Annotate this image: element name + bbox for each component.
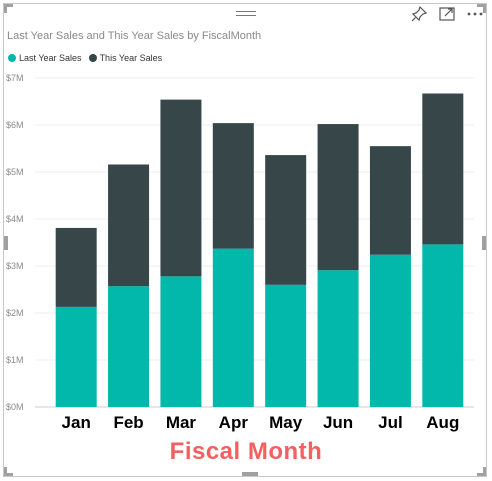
bar-last-year-apr[interactable] — [212, 248, 254, 407]
y-tick-label: $4M — [6, 214, 24, 224]
y-tick-label: $1M — [6, 355, 24, 365]
legend-swatch-this-year — [88, 54, 97, 62]
resize-handle-left[interactable] — [4, 236, 8, 250]
focus-mode-icon[interactable] — [438, 5, 456, 23]
bar-last-year-jun[interactable] — [317, 270, 359, 407]
more-options-icon[interactable] — [466, 5, 484, 23]
x-axis-title: Fiscal Month — [169, 438, 323, 465]
bar-last-year-may[interactable] — [265, 284, 307, 407]
x-tick-label: Mar — [166, 413, 197, 432]
x-tick-label: Aug — [426, 413, 459, 432]
drag-grip-icon[interactable] — [236, 11, 256, 19]
bar-last-year-jul[interactable] — [369, 254, 411, 407]
y-tick-label: $2M — [6, 308, 24, 318]
legend-item-this-year[interactable]: This Year Sales — [88, 53, 163, 63]
bar-this-year-jun[interactable] — [317, 124, 359, 271]
resize-handle-top-right[interactable] — [477, 4, 486, 7]
x-tick-label: Feb — [113, 413, 143, 432]
bar-this-year-may[interactable] — [265, 155, 307, 285]
x-tick-label: Jun — [323, 413, 353, 432]
legend-label-this-year: This Year Sales — [99, 53, 163, 63]
pin-icon[interactable] — [410, 5, 428, 23]
resize-handle-top-left[interactable] — [4, 4, 7, 13]
bar-this-year-jul[interactable] — [369, 146, 411, 255]
y-tick-label: $5M — [6, 167, 24, 177]
legend-item-last-year[interactable]: Last Year Sales — [8, 53, 82, 63]
bar-this-year-aug[interactable] — [422, 93, 464, 245]
resize-handle-bottom[interactable] — [242, 472, 258, 476]
y-tick-label: $7M — [6, 73, 24, 83]
x-tick-label: Jan — [62, 413, 91, 432]
bar-this-year-feb[interactable] — [108, 164, 150, 287]
resize-handle-bottom-left[interactable] — [4, 467, 7, 476]
y-tick-label: $3M — [6, 261, 24, 271]
resize-handle-bottom-right[interactable] — [483, 467, 486, 476]
bar-this-year-jan[interactable] — [55, 227, 97, 307]
bar-last-year-feb[interactable] — [108, 286, 150, 407]
resize-handle-bottom-left[interactable] — [4, 473, 13, 476]
bar-last-year-aug[interactable] — [422, 244, 464, 407]
legend-swatch-last-year — [8, 54, 16, 62]
bar-this-year-mar[interactable] — [160, 99, 202, 277]
bar-last-year-jan[interactable] — [55, 306, 97, 407]
resize-handle-top-right[interactable] — [483, 4, 486, 13]
y-tick-label: $6M — [6, 120, 24, 130]
x-tick-label: Apr — [219, 413, 249, 432]
resize-handle-top-left[interactable] — [4, 4, 13, 7]
legend: Last Year Sales This Year Sales — [8, 53, 169, 63]
legend-label-last-year: Last Year Sales — [19, 53, 82, 63]
resize-handle-right[interactable] — [482, 236, 486, 250]
x-tick-label: Jul — [378, 413, 403, 432]
visual-header-icons — [410, 5, 484, 23]
bar-last-year-mar[interactable] — [160, 276, 202, 407]
chart-title: Last Year Sales and This Year Sales by F… — [7, 30, 262, 42]
y-tick-label: $0M — [6, 402, 24, 412]
bar-this-year-apr[interactable] — [212, 123, 254, 249]
x-tick-label: May — [269, 413, 303, 432]
resize-handle-bottom-right[interactable] — [477, 473, 486, 476]
